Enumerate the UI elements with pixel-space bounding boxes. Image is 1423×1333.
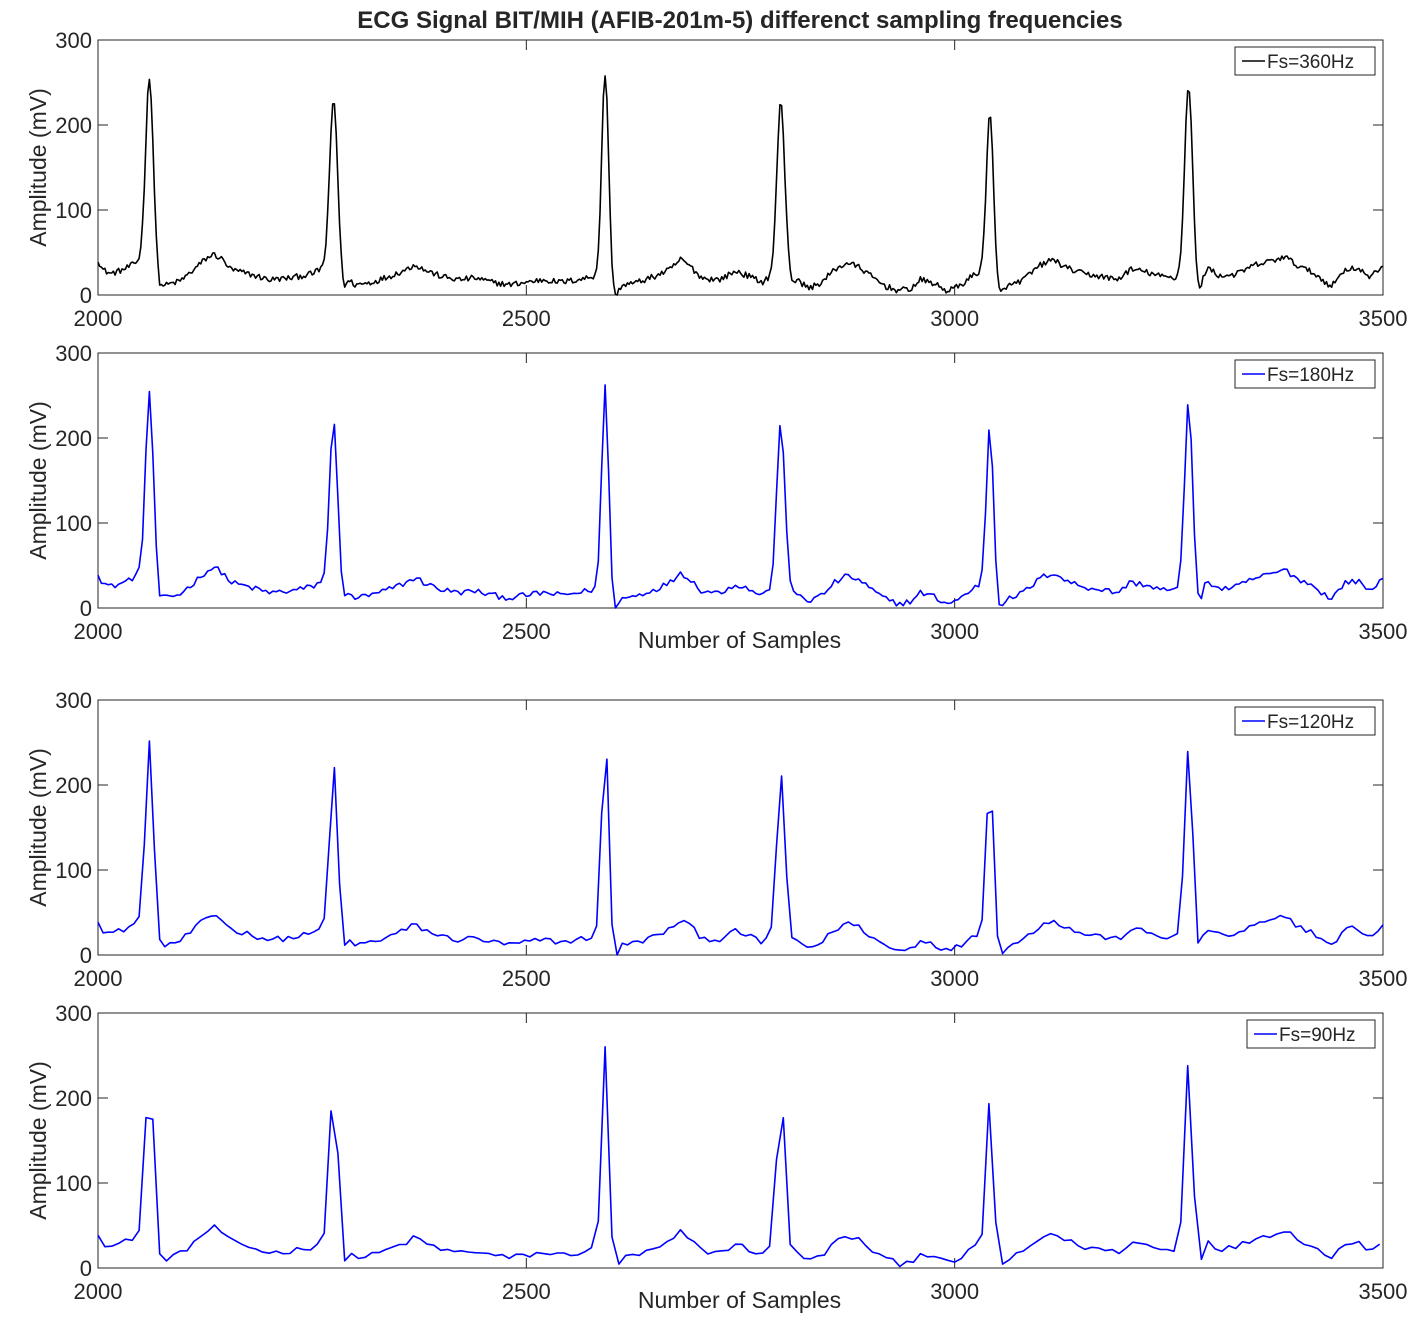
panel-2: 2000 2500 3000 3500 0 100 200 300 Amplitude (mV)…: [25, 341, 1407, 653]
series-line-fs-180hz: [97, 384, 1384, 609]
x-axis-label: Number of Samples: [638, 627, 841, 653]
x-tick-label: 2000: [74, 1279, 123, 1304]
legend-label: Fs=360Hz: [1267, 52, 1354, 73]
y-tick-label: 100: [55, 511, 92, 536]
y-axis-label: Amplitude (mV): [25, 401, 51, 559]
x-tick-label: 2500: [502, 306, 551, 331]
y-tick-label: 200: [55, 1086, 92, 1111]
y-tick-label: 100: [55, 1171, 92, 1196]
y-tick-label: 300: [55, 688, 92, 713]
y-tick-label: 300: [55, 341, 92, 366]
axes-box: [97, 1012, 1384, 1269]
panel-1: 2000 2500 3000 3500 0 100 200 300 Amplitude (mV)…: [25, 28, 1407, 331]
x-tick-label: 2000: [74, 306, 123, 331]
legend: Fs=90Hz: [1246, 1019, 1376, 1049]
x-axis-label: Number of Samples: [638, 1287, 841, 1313]
axes-box: [97, 39, 1384, 296]
y-tick-label: 300: [55, 28, 92, 53]
x-tick-label: 3500: [1359, 619, 1408, 644]
y-tick-label: 200: [55, 113, 92, 138]
y-tick-label: 200: [55, 773, 92, 798]
x-tick-label: 3500: [1359, 1279, 1408, 1304]
y-tick-label: 100: [55, 858, 92, 883]
x-tick-label: 3000: [930, 619, 979, 644]
x-tick-label: 3000: [930, 306, 979, 331]
figure-title: ECG Signal BIT/MIH (AFIB-201m-5) differe…: [357, 7, 1122, 34]
y-tick-label: 200: [55, 426, 92, 451]
legend-label: Fs=180Hz: [1267, 365, 1354, 386]
axes-box: [97, 352, 1384, 609]
series-line-fs-360hz: [97, 75, 1384, 296]
x-tick-label: 2000: [74, 966, 123, 991]
series-line-fs-120hz: [97, 740, 1384, 956]
y-tick-label: 100: [55, 198, 92, 223]
panel-3: 2000 2500 3000 3500 0 100 200 300 Amplitude (mV)…: [25, 688, 1407, 991]
x-tick-label: 3500: [1359, 306, 1408, 331]
y-axis-label: Amplitude (mV): [25, 748, 51, 906]
x-tick-label: 3000: [930, 966, 979, 991]
legend: Fs=120Hz: [1234, 706, 1376, 736]
legend: Fs=360Hz: [1234, 46, 1376, 76]
y-axis-label: Amplitude (mV): [25, 88, 51, 246]
legend-label: Fs=90Hz: [1279, 1025, 1356, 1046]
x-tick-label: 2500: [502, 1279, 551, 1304]
y-tick-label: 0: [80, 943, 92, 968]
y-axis-label: Amplitude (mV): [25, 1061, 51, 1219]
x-tick-label: 3000: [930, 1279, 979, 1304]
y-tick-label: 300: [55, 1001, 92, 1026]
axes-box: [97, 699, 1384, 956]
legend-label: Fs=120Hz: [1267, 712, 1354, 733]
x-tick-label: 2000: [74, 619, 123, 644]
x-tick-label: 3500: [1359, 966, 1408, 991]
y-tick-label: 0: [80, 1256, 92, 1281]
x-tick-label: 2500: [502, 966, 551, 991]
series-line-fs-90hz: [97, 1046, 1381, 1268]
panel-4: 2000 2500 3000 3500 0 100 200 300 Amplitude (mV)…: [25, 1001, 1407, 1313]
y-tick-label: 0: [80, 283, 92, 308]
x-tick-label: 2500: [502, 619, 551, 644]
y-tick-label: 0: [80, 596, 92, 621]
legend: Fs=180Hz: [1234, 359, 1376, 389]
